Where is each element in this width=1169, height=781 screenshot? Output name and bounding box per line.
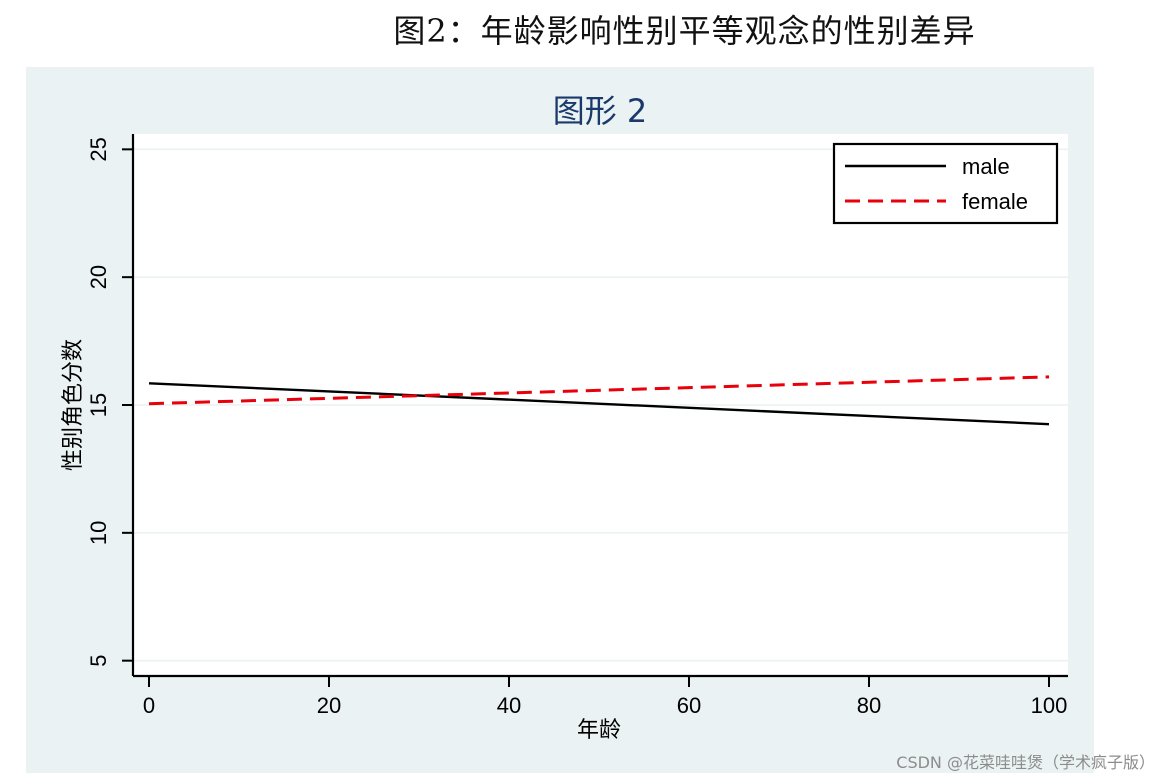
legend: male female (832, 142, 1059, 225)
y-tick-label-20: 20 (86, 265, 111, 289)
csdn-watermark: CSDN @花菜哇哇煲（学术疯子版） (896, 753, 1155, 772)
y-tick-label-5: 5 (86, 655, 111, 667)
y-axis-label: 性别角色分数 (61, 339, 86, 471)
y-tick-label-25: 25 (86, 137, 111, 161)
axis-ticks: 5 10 15 20 25 0 20 40 60 80 100 (86, 137, 1067, 718)
series-lines (148, 375, 1050, 426)
x-tick-label-0: 0 (143, 693, 155, 718)
x-tick-label-20: 20 (317, 693, 341, 718)
y-tick-label-10: 10 (86, 521, 111, 545)
series-line-male (148, 382, 1050, 426)
chart-title: 图形 2 (553, 92, 648, 130)
legend-box (832, 142, 1059, 225)
x-tick-label-80: 80 (857, 693, 881, 718)
series-line-female (148, 375, 1050, 406)
x-tick-label-40: 40 (497, 693, 521, 718)
x-tick-label-60: 60 (677, 693, 701, 718)
legend-label-female: female (962, 189, 1028, 214)
x-axis-label: 年龄 (577, 718, 621, 743)
document-title: 图2：年龄影响性别平等观念的性别差异 (393, 12, 976, 50)
legend-label-male: male (962, 154, 1010, 179)
x-tick-label-100: 100 (1031, 693, 1068, 718)
y-tick-label-15: 15 (86, 393, 111, 417)
